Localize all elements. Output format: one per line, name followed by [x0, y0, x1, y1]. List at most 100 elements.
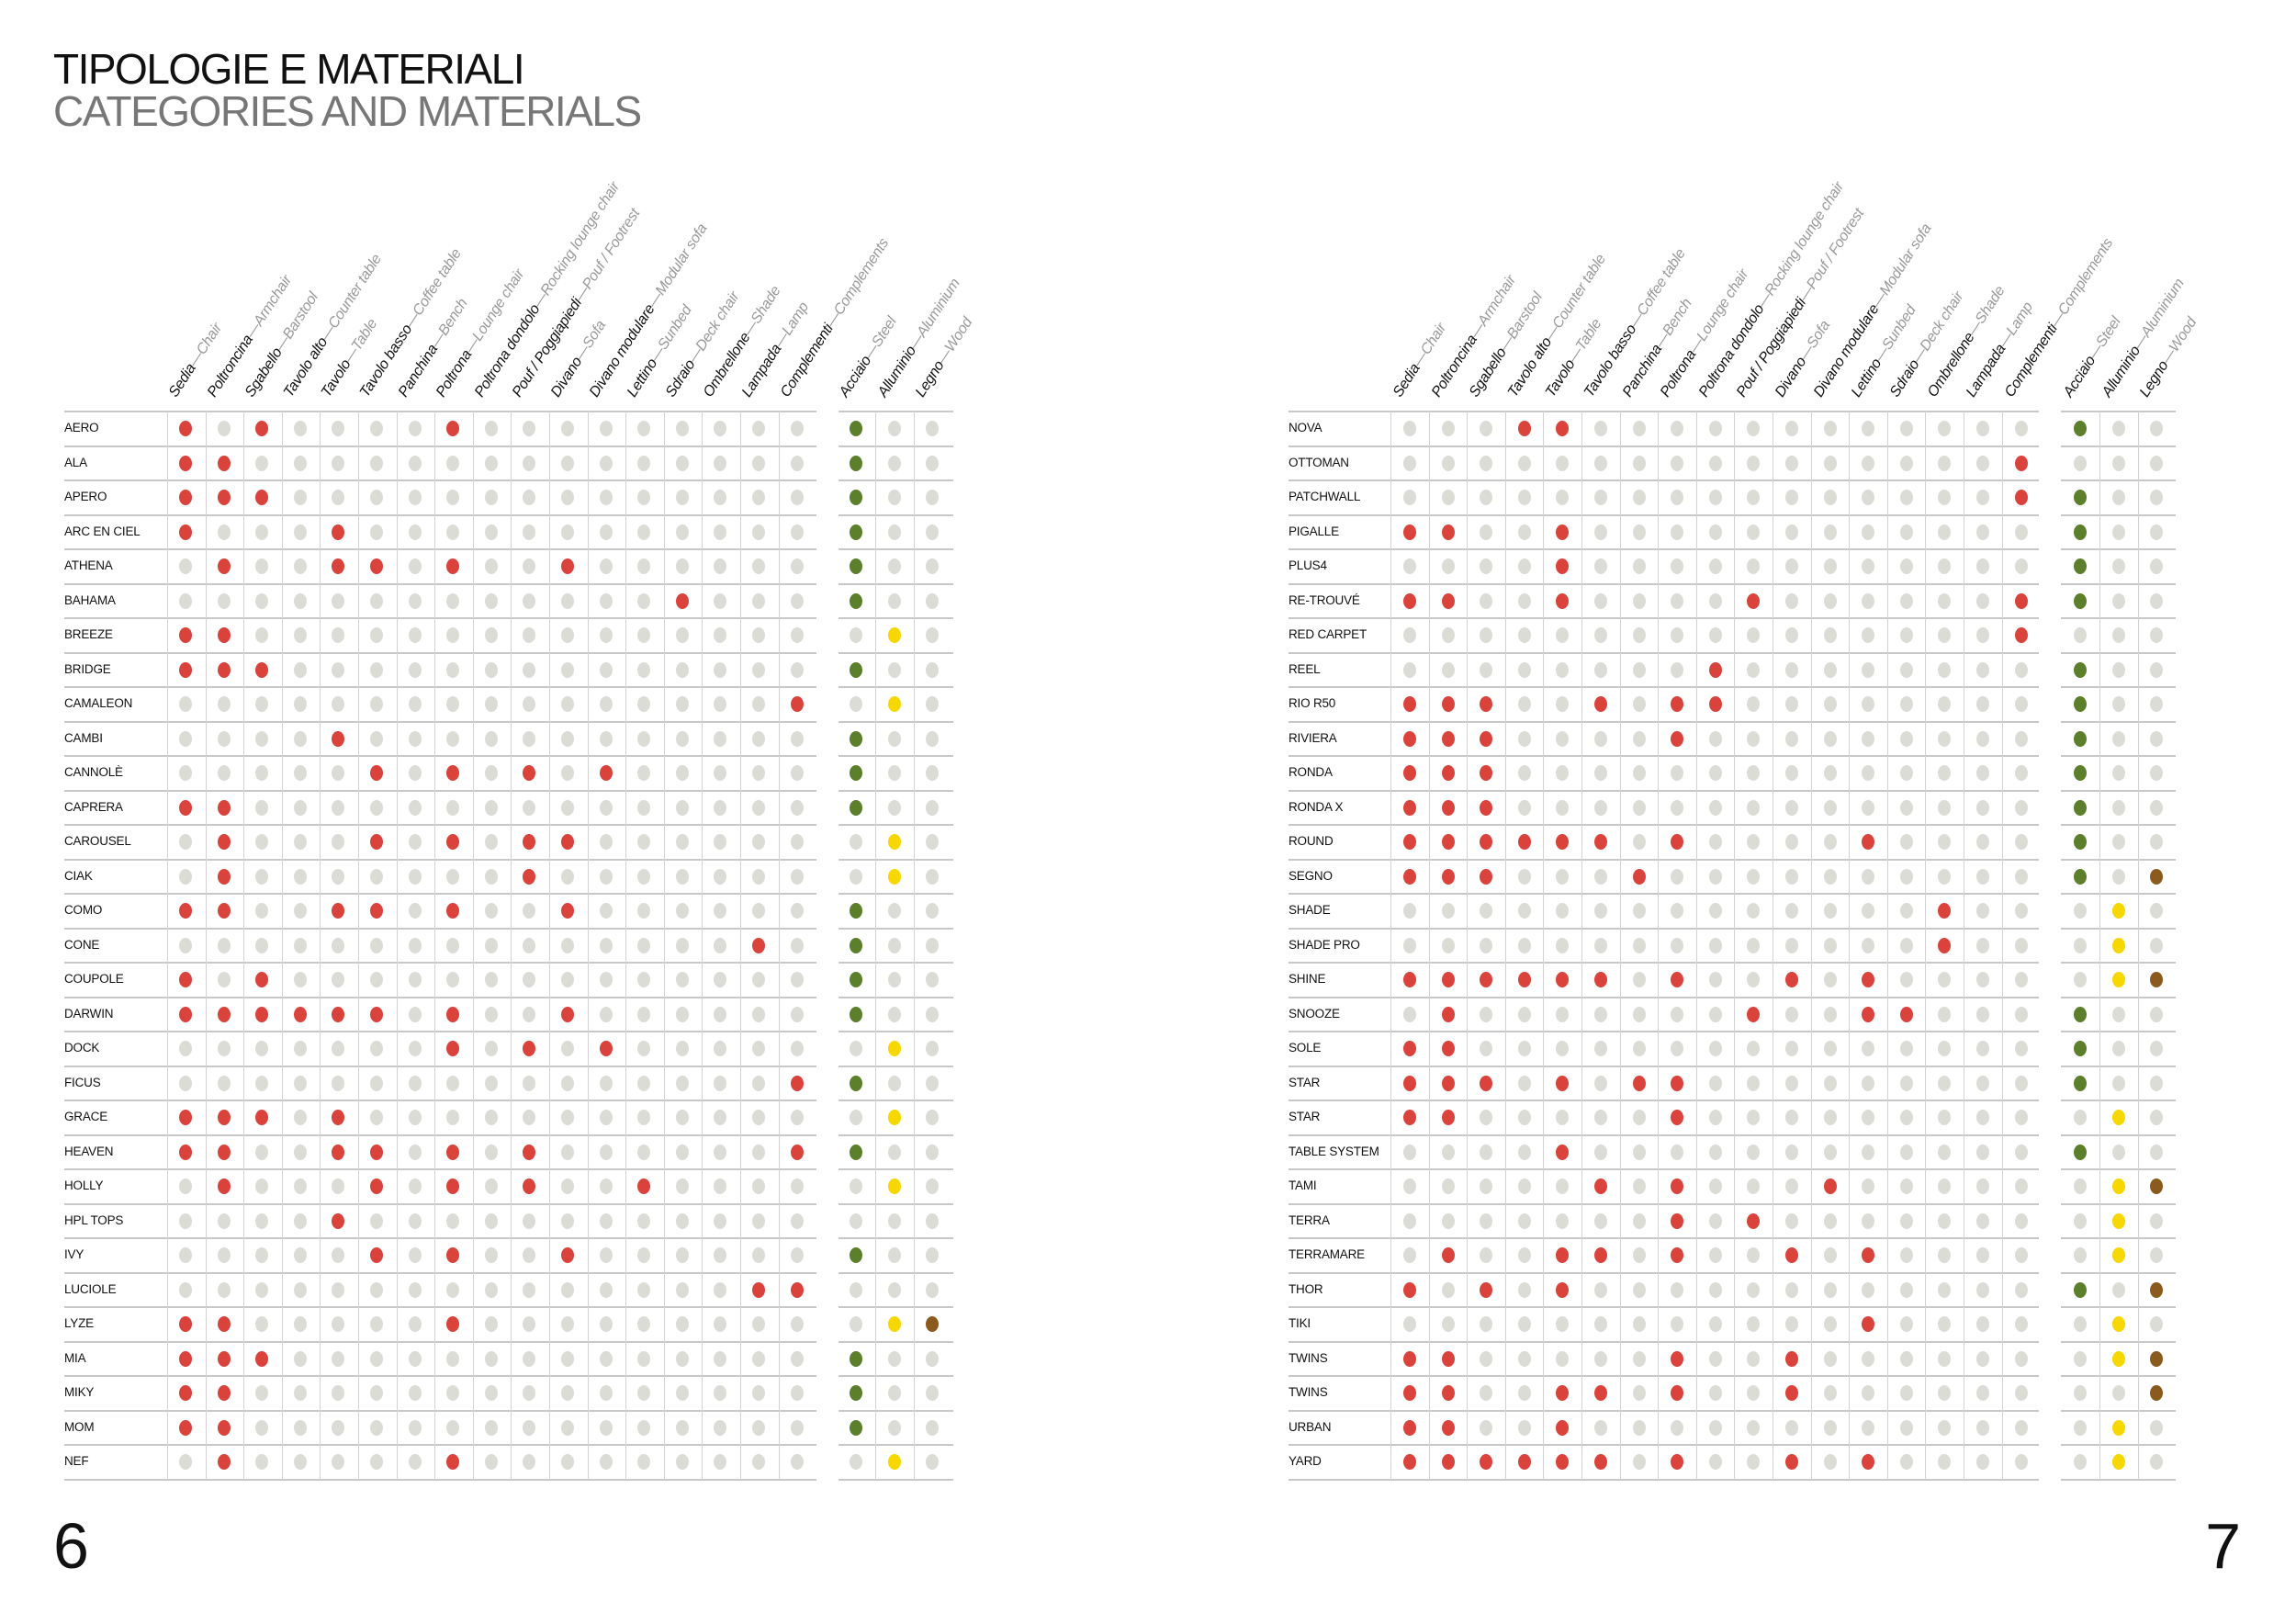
typology-dot-filled	[217, 903, 231, 919]
typology-dot-empty	[1441, 937, 1455, 953]
product-name: TERRAMARE	[1289, 1247, 1365, 1261]
typology-dot-filled	[1594, 1385, 1607, 1402]
typology-dot-empty	[599, 524, 613, 540]
typology-dot-empty	[1747, 1144, 1761, 1160]
material-dot-empty	[2074, 1110, 2087, 1126]
typology-dot-empty	[446, 1385, 460, 1402]
typology-dot-empty	[1899, 834, 1913, 851]
typology-dot-empty	[2014, 799, 2028, 816]
product-name: BREEZE	[64, 627, 113, 641]
typology-dot-empty	[408, 455, 422, 471]
typology-dot-empty	[1517, 1041, 1531, 1057]
typology-dot-empty	[408, 490, 422, 506]
column-header-english: Chair	[193, 321, 226, 358]
typology-dot-empty	[714, 1110, 727, 1126]
typology-dot-empty	[1517, 455, 1531, 471]
typology-dot-empty	[790, 1247, 804, 1264]
column-header-italian: Sdraio	[662, 356, 699, 400]
typology-dot-empty	[1862, 558, 1875, 575]
row-divider	[64, 996, 816, 998]
typology-dot-empty	[1823, 524, 1837, 540]
typology-dot-empty	[1976, 972, 1989, 988]
typology-dot-empty	[1556, 1350, 1570, 1367]
column-header-italian: Poltrona	[1658, 347, 1700, 400]
typology-dot-empty	[293, 972, 307, 988]
typology-dot-empty	[370, 937, 383, 953]
typology-dot-empty	[1403, 937, 1416, 953]
row-divider	[838, 651, 953, 654]
typology-dot-filled	[179, 627, 192, 644]
typology-dot-empty	[1747, 1247, 1761, 1264]
typology-dot-empty	[484, 558, 498, 575]
row-divider	[64, 1031, 816, 1032]
typology-dot-empty	[637, 1075, 651, 1091]
material-dot-filled	[2150, 868, 2163, 885]
typology-dot-empty	[1632, 730, 1646, 747]
typology-dot-empty	[1594, 455, 1607, 471]
column-divider	[1581, 412, 1582, 1480]
typology-dot-empty	[1823, 730, 1837, 747]
typology-dot-empty	[599, 1385, 613, 1402]
typology-dot-empty	[1517, 524, 1531, 540]
typology-dot-filled	[1708, 661, 1722, 678]
column-divider	[1810, 412, 1812, 1480]
typology-dot-empty	[1671, 1316, 1684, 1333]
typology-dot-empty	[179, 730, 192, 747]
column-divider	[1695, 412, 1697, 1480]
row-divider	[838, 1065, 953, 1067]
product-name: RONDA	[1289, 765, 1333, 779]
typology-dot-empty	[370, 1419, 383, 1436]
typology-dot-empty	[1823, 937, 1837, 953]
typology-dot-empty	[675, 1385, 689, 1402]
typology-dot-empty	[1747, 1385, 1761, 1402]
material-dot-filled	[2112, 1110, 2125, 1126]
typology-dot-empty	[1747, 1041, 1761, 1057]
row-divider	[64, 445, 816, 447]
material-dot-empty	[926, 1110, 939, 1126]
typology-dot-empty	[1823, 1041, 1837, 1057]
typology-dot-empty	[637, 937, 651, 953]
typology-dot-empty	[1594, 1419, 1607, 1436]
column-header: Poltrona dondolo—Rocking lounge chair	[472, 179, 624, 400]
typology-dot-empty	[408, 972, 422, 988]
typology-dot-filled	[1403, 1385, 1416, 1402]
typology-dot-empty	[790, 765, 804, 782]
typology-dot-empty	[293, 1247, 307, 1264]
typology-dot-empty	[523, 730, 536, 747]
typology-dot-empty	[790, 524, 804, 540]
row-divider	[1289, 824, 2039, 826]
typology-dot-empty	[1556, 1212, 1570, 1229]
typology-dot-empty	[446, 799, 460, 816]
typology-dot-filled	[217, 1385, 231, 1402]
typology-dot-filled	[1671, 1247, 1684, 1264]
row-divider	[64, 893, 816, 895]
column-divider	[778, 412, 780, 1480]
typology-dot-empty	[1708, 1179, 1722, 1195]
typology-dot-empty	[1671, 868, 1684, 885]
typology-dot-empty	[675, 1179, 689, 1195]
material-dot-empty	[888, 765, 901, 782]
page-title: TIPOLOGIE E MATERIALI CATEGORIES AND MAT…	[53, 48, 642, 132]
material-dot-empty	[2112, 1385, 2125, 1402]
typology-dot-empty	[1899, 1247, 1913, 1264]
row-divider	[1289, 479, 2039, 481]
material-dot-empty	[2112, 765, 2125, 782]
column-divider	[702, 412, 703, 1480]
typology-dot-empty	[1708, 1006, 1722, 1022]
material-dot-empty	[2150, 558, 2163, 575]
typology-dot-empty	[675, 730, 689, 747]
typology-dot-filled	[1556, 592, 1570, 609]
typology-dot-empty	[293, 834, 307, 851]
material-dot-empty	[926, 696, 939, 713]
typology-dot-empty	[2014, 1247, 2028, 1264]
material-dot-empty	[850, 1454, 862, 1471]
typology-dot-empty	[599, 1350, 613, 1367]
typology-dot-empty	[293, 627, 307, 644]
typology-dot-empty	[332, 799, 345, 816]
typology-dot-filled	[1747, 592, 1761, 609]
typology-dot-filled	[1441, 1041, 1455, 1057]
row-divider	[2061, 1168, 2176, 1170]
typology-dot-empty	[1747, 903, 1761, 919]
row-divider	[2061, 1031, 2176, 1032]
typology-dot-empty	[1862, 1179, 1875, 1195]
